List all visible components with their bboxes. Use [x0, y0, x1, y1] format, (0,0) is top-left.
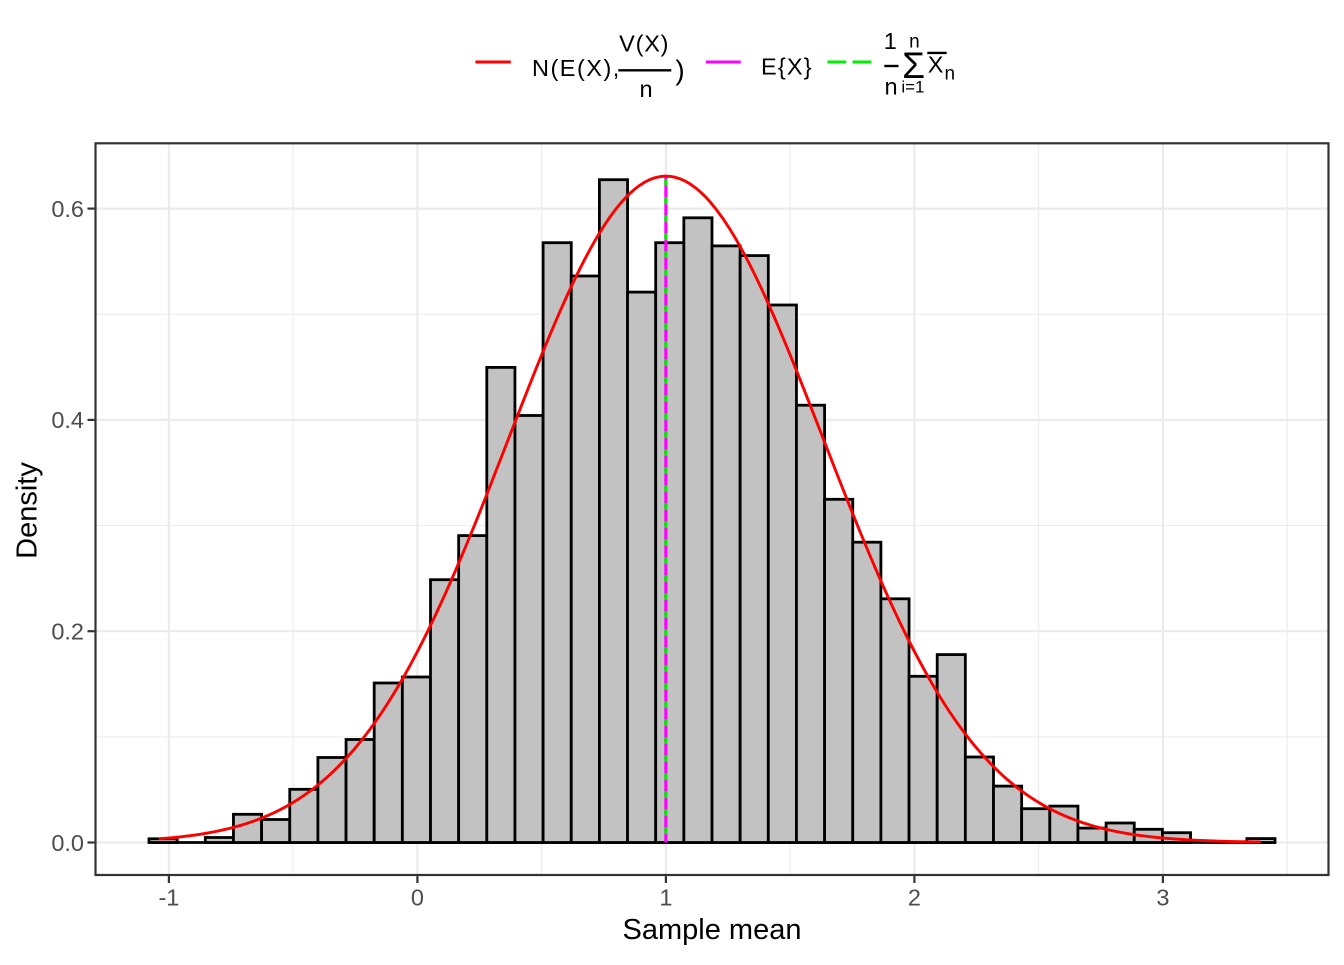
svg-text:Sample mean: Sample mean: [623, 914, 802, 946]
svg-text:1: 1: [884, 28, 897, 54]
svg-text:3: 3: [1156, 885, 1169, 911]
svg-text:n: n: [909, 32, 920, 53]
svg-text:n: n: [945, 64, 956, 85]
svg-text:): ): [675, 55, 684, 86]
svg-text:1: 1: [659, 885, 672, 911]
svg-text:X: X: [928, 52, 944, 78]
svg-text:E{X}: E{X}: [761, 54, 813, 80]
svg-text:n: n: [884, 74, 897, 100]
svg-text:N(E(X),: N(E(X),: [532, 55, 621, 81]
svg-text:n: n: [639, 76, 652, 102]
svg-text:0.6: 0.6: [51, 196, 84, 222]
svg-text:0: 0: [411, 885, 424, 911]
svg-text:-1: -1: [158, 885, 179, 911]
svg-text:0.2: 0.2: [51, 619, 84, 645]
svg-text:i=1: i=1: [901, 78, 924, 97]
svg-text:Σ: Σ: [902, 45, 925, 86]
svg-text:Density: Density: [12, 462, 44, 559]
svg-text:V(X): V(X): [619, 31, 669, 57]
svg-text:0.4: 0.4: [51, 407, 84, 433]
svg-text:2: 2: [908, 885, 921, 911]
svg-text:0.0: 0.0: [51, 830, 84, 856]
